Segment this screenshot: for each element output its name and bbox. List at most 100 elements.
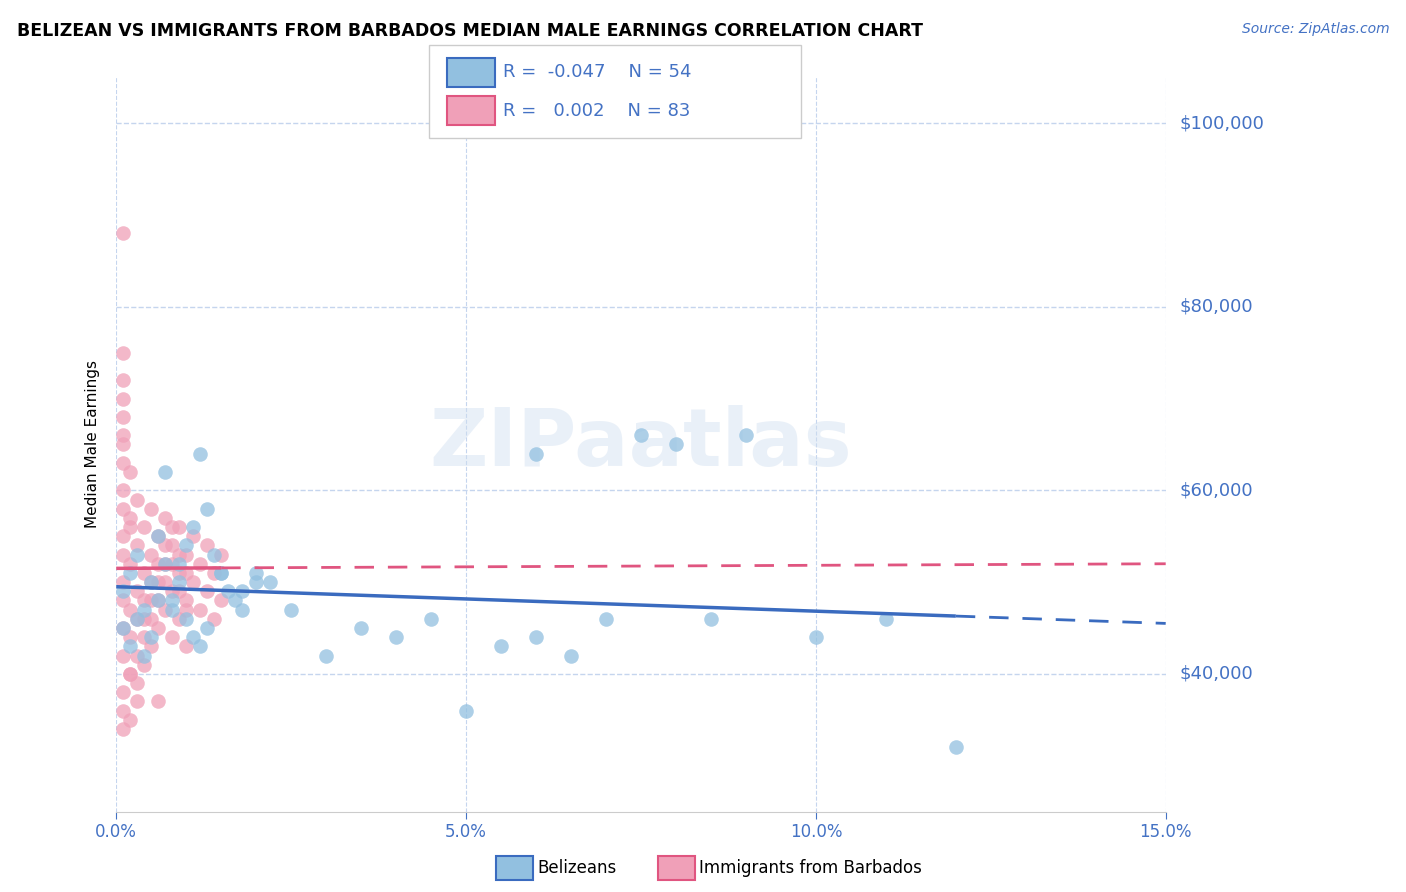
Point <box>209 566 232 580</box>
Point <box>202 612 225 626</box>
Point <box>167 612 190 626</box>
Point <box>141 612 163 626</box>
Point <box>134 648 156 663</box>
Text: $100,000: $100,000 <box>1180 114 1264 132</box>
Point <box>875 612 897 626</box>
Point <box>155 557 177 571</box>
Point <box>134 593 156 607</box>
Point <box>134 566 156 580</box>
Point <box>112 428 135 442</box>
Point <box>420 612 443 626</box>
Point <box>134 657 156 672</box>
Point <box>162 584 184 599</box>
Point <box>595 612 617 626</box>
Point <box>162 520 184 534</box>
Point <box>181 575 204 590</box>
Text: $40,000: $40,000 <box>1180 665 1253 683</box>
Point <box>112 345 135 359</box>
Point <box>188 557 211 571</box>
Point <box>141 640 163 654</box>
Point <box>112 437 135 451</box>
Point <box>112 593 135 607</box>
Point <box>454 704 477 718</box>
Point <box>127 676 149 690</box>
Point <box>120 511 142 525</box>
Point <box>112 648 135 663</box>
Point <box>127 612 149 626</box>
Point <box>162 630 184 644</box>
Point <box>127 538 149 552</box>
Point <box>127 548 149 562</box>
Point <box>245 575 267 590</box>
Point <box>155 465 177 479</box>
Point <box>148 557 170 571</box>
Point <box>524 447 547 461</box>
Point <box>120 566 142 580</box>
Point <box>141 575 163 590</box>
Point <box>181 520 204 534</box>
Point <box>231 602 253 616</box>
Point <box>174 612 197 626</box>
Point <box>188 447 211 461</box>
Point <box>700 612 723 626</box>
Point <box>112 722 135 736</box>
Point <box>120 602 142 616</box>
Point <box>148 694 170 708</box>
Point <box>155 602 177 616</box>
Point <box>155 511 177 525</box>
Point <box>195 501 218 516</box>
Point <box>181 529 204 543</box>
Text: Source: ZipAtlas.com: Source: ZipAtlas.com <box>1241 22 1389 37</box>
Point <box>155 557 177 571</box>
Text: $80,000: $80,000 <box>1180 298 1253 316</box>
Point <box>127 694 149 708</box>
Point <box>167 520 190 534</box>
Point <box>127 492 149 507</box>
Point <box>112 373 135 387</box>
Text: ZIPaatlas: ZIPaatlas <box>430 406 852 483</box>
Point <box>112 529 135 543</box>
Point <box>195 584 218 599</box>
Point <box>112 584 135 599</box>
Point <box>112 548 135 562</box>
Point <box>167 584 190 599</box>
Point <box>489 640 512 654</box>
Point <box>120 666 142 681</box>
Point <box>174 602 197 616</box>
Point <box>134 612 156 626</box>
Point <box>188 640 211 654</box>
Text: Immigrants from Barbados: Immigrants from Barbados <box>699 859 922 877</box>
Point <box>174 566 197 580</box>
Point <box>112 409 135 424</box>
Point <box>385 630 408 644</box>
Text: Belizeans: Belizeans <box>537 859 616 877</box>
Point <box>112 621 135 635</box>
Point <box>148 575 170 590</box>
Point <box>127 612 149 626</box>
Point <box>195 538 218 552</box>
Point <box>560 648 582 663</box>
Point <box>120 640 142 654</box>
Point <box>148 593 170 607</box>
Point <box>209 566 232 580</box>
Point <box>112 501 135 516</box>
Point <box>167 548 190 562</box>
Point <box>112 483 135 498</box>
Point <box>162 538 184 552</box>
Point <box>167 575 190 590</box>
Point <box>120 520 142 534</box>
Point <box>209 548 232 562</box>
Point <box>162 593 184 607</box>
Point <box>155 575 177 590</box>
Point <box>141 548 163 562</box>
Point <box>120 666 142 681</box>
Point <box>141 593 163 607</box>
Text: R =   0.002    N = 83: R = 0.002 N = 83 <box>503 102 690 120</box>
Point <box>112 456 135 470</box>
Point <box>120 557 142 571</box>
Point <box>231 584 253 599</box>
Point <box>524 630 547 644</box>
Point <box>280 602 302 616</box>
Point <box>148 593 170 607</box>
Point <box>245 566 267 580</box>
